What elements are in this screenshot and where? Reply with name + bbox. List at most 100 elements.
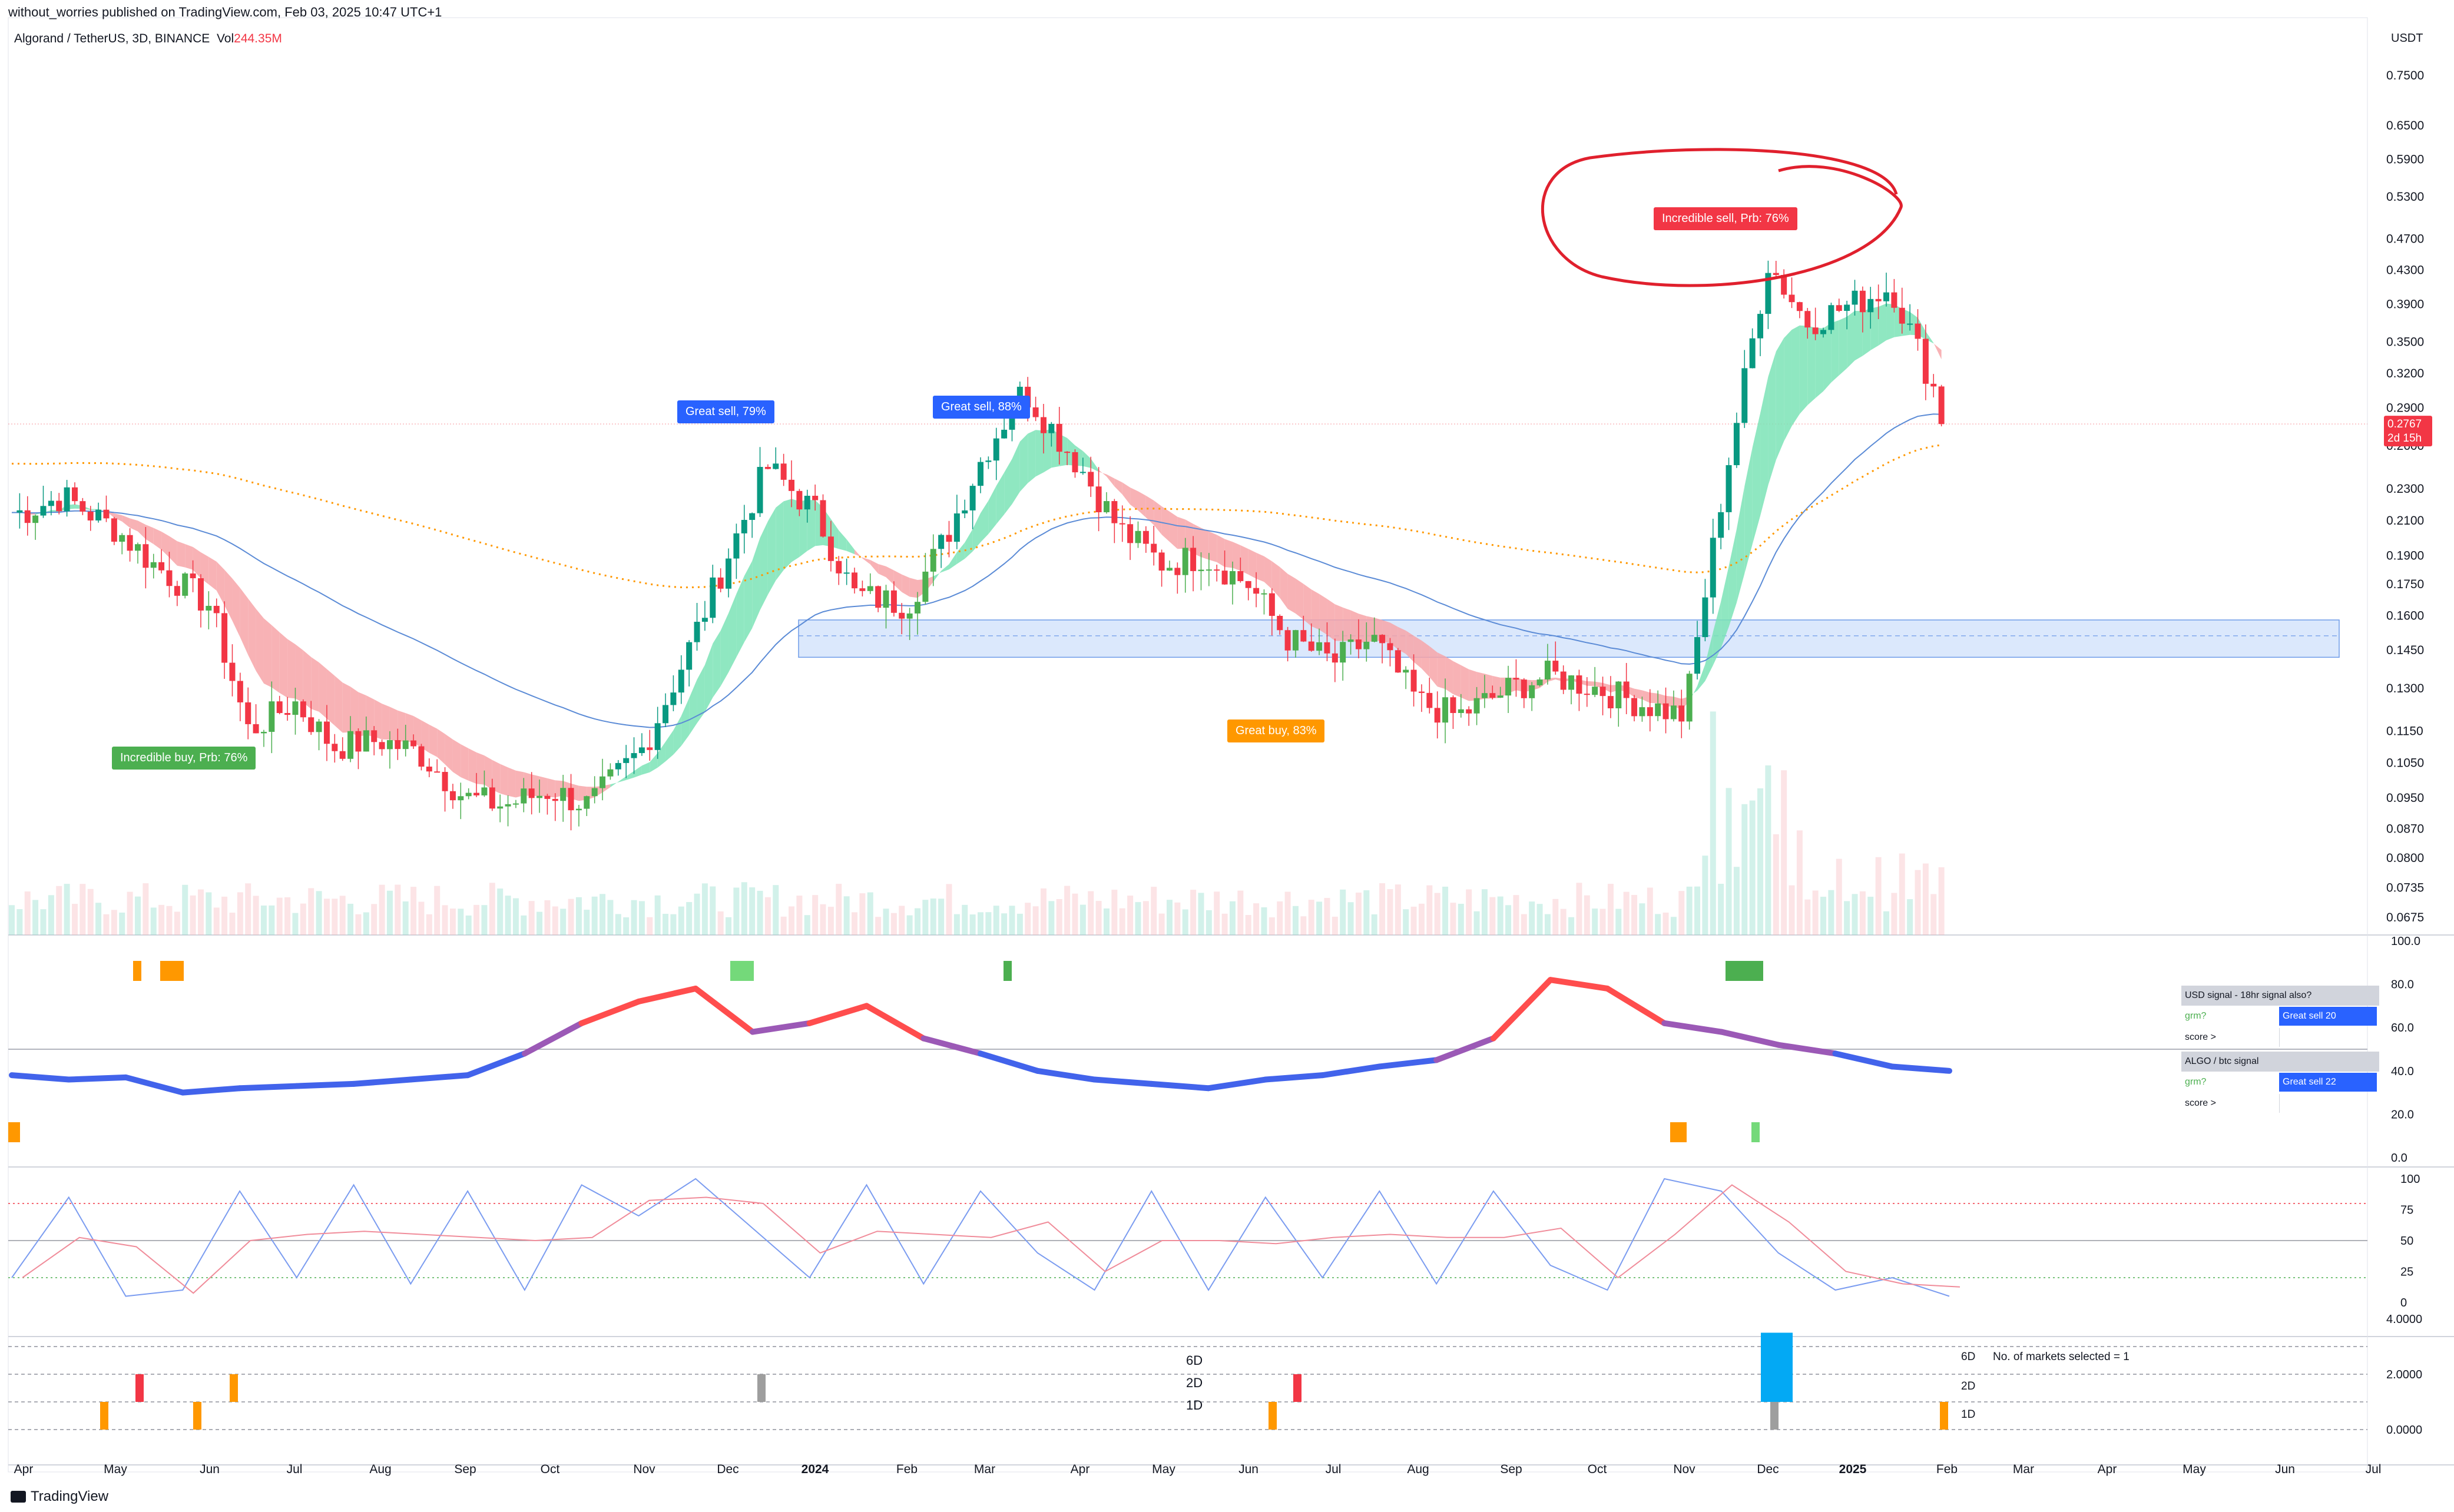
candle-body bbox=[1300, 630, 1307, 642]
volume-bar bbox=[1308, 900, 1314, 935]
volume-bar bbox=[544, 900, 551, 935]
volume-bar bbox=[717, 911, 724, 935]
volume-bar bbox=[363, 912, 369, 935]
volume-bar bbox=[1072, 893, 1078, 935]
ema-ribbon-segment bbox=[130, 518, 138, 532]
volume-bar bbox=[1781, 770, 1787, 935]
candle-body bbox=[174, 586, 180, 596]
volume-bar bbox=[473, 904, 480, 935]
volume-bar bbox=[1332, 916, 1338, 935]
volume-bar bbox=[166, 906, 173, 935]
btc-row-label: grm? bbox=[2185, 1077, 2207, 1087]
candle-body bbox=[1340, 642, 1346, 663]
volume-bar bbox=[253, 896, 259, 935]
volume-bar bbox=[985, 912, 992, 935]
candle-body bbox=[56, 500, 62, 512]
ema-ribbon-segment bbox=[799, 500, 807, 557]
candle-body bbox=[899, 612, 905, 619]
ema-ribbon-segment bbox=[1224, 539, 1233, 568]
candle-body bbox=[1426, 692, 1433, 708]
currency-label[interactable]: USDT bbox=[2391, 32, 2423, 45]
ema-ribbon-segment bbox=[996, 472, 1005, 525]
ema-ribbon-segment bbox=[689, 679, 697, 735]
osc-segment bbox=[1547, 977, 1611, 992]
candle-body bbox=[32, 515, 39, 523]
tf-label-2d: 2D bbox=[1186, 1375, 1203, 1390]
ema-ribbon-segment bbox=[981, 500, 989, 543]
candle-body bbox=[402, 740, 409, 750]
ema-ribbon-segment bbox=[295, 644, 303, 703]
tf-signal-bar bbox=[1293, 1374, 1301, 1402]
ema-ribbon-segment bbox=[965, 529, 973, 559]
volume-bar bbox=[1324, 898, 1330, 935]
candle-body bbox=[237, 681, 243, 702]
volume-bar bbox=[1631, 894, 1638, 935]
ema-ribbon-segment bbox=[256, 608, 264, 684]
ema-ribbon-segment bbox=[1839, 316, 1847, 376]
volume-bar bbox=[1079, 904, 1086, 935]
volume-bar bbox=[229, 913, 236, 935]
candle-body bbox=[820, 500, 826, 537]
volume-bar bbox=[276, 897, 283, 935]
osc-segment bbox=[1206, 1076, 1269, 1092]
ema-ribbon-segment bbox=[1784, 330, 1792, 442]
ema-ribbon-segment bbox=[949, 552, 957, 570]
volume-bar bbox=[24, 891, 31, 935]
volume-bar bbox=[710, 886, 716, 935]
candle-body bbox=[190, 573, 196, 579]
volume-bar bbox=[95, 903, 102, 935]
volume-bar bbox=[119, 912, 125, 935]
volume-bar bbox=[512, 898, 519, 935]
ema-ribbon-segment bbox=[988, 486, 996, 534]
candle-body bbox=[663, 705, 669, 724]
tf-signal-bar bbox=[1770, 1402, 1779, 1430]
stoch-tick-label: 50 bbox=[2400, 1235, 2413, 1248]
candle-body bbox=[1072, 452, 1078, 473]
osc-segment bbox=[1661, 1020, 1724, 1035]
price-tick-label: 0.0950 bbox=[2386, 791, 2424, 805]
volume-bar bbox=[654, 895, 661, 935]
ema-ribbon-segment bbox=[1862, 308, 1871, 356]
candle-body bbox=[95, 509, 102, 520]
ema-ribbon-segment bbox=[1831, 320, 1839, 383]
candle-body bbox=[1576, 675, 1582, 694]
volume-bar bbox=[670, 914, 677, 935]
volume-bar bbox=[1915, 870, 1921, 935]
candle-body bbox=[1615, 681, 1622, 709]
volume-bar bbox=[757, 890, 763, 935]
candle-body bbox=[1686, 674, 1693, 722]
ema-ribbon-segment bbox=[1728, 529, 1737, 628]
ema-ribbon-segment bbox=[398, 710, 406, 742]
price-tick-label: 0.1900 bbox=[2386, 549, 2424, 562]
price-tick-label: 0.1300 bbox=[2386, 682, 2424, 695]
ema-ribbon-segment bbox=[641, 762, 650, 775]
candle-body bbox=[410, 740, 417, 747]
tradingview-brand[interactable]: TradingView bbox=[11, 1488, 108, 1505]
ema-ribbon-segment bbox=[1870, 307, 1879, 350]
volume-bar bbox=[1426, 885, 1433, 935]
ema-ribbon-segment bbox=[161, 531, 170, 558]
price-tick-label: 0.0800 bbox=[2386, 851, 2424, 865]
candle-body bbox=[1765, 273, 1771, 314]
ema-ribbon-segment bbox=[492, 760, 501, 794]
price-tick-label: 0.7500 bbox=[2386, 69, 2424, 82]
price-tick-label: 0.6500 bbox=[2386, 119, 2424, 132]
ema-ribbon-segment bbox=[1343, 607, 1351, 641]
volume-bar bbox=[386, 890, 393, 935]
candle-body bbox=[1379, 635, 1386, 644]
candle-body bbox=[741, 520, 747, 533]
x-tick-label: May bbox=[2183, 1463, 2206, 1476]
ema-ribbon-segment bbox=[665, 730, 674, 762]
ema-ribbon-segment bbox=[634, 765, 642, 778]
ema-ribbon-segment bbox=[279, 632, 288, 698]
candle-body bbox=[600, 776, 606, 788]
ema-ribbon-segment bbox=[1642, 690, 1650, 703]
ema-ribbon-segment bbox=[673, 715, 681, 755]
volume-bar bbox=[615, 914, 621, 935]
volume-bar bbox=[1505, 905, 1512, 935]
candle-body bbox=[1190, 548, 1197, 571]
volume-bar bbox=[883, 908, 889, 935]
ema-ribbon-segment bbox=[461, 744, 469, 781]
volume-bar bbox=[111, 910, 117, 935]
